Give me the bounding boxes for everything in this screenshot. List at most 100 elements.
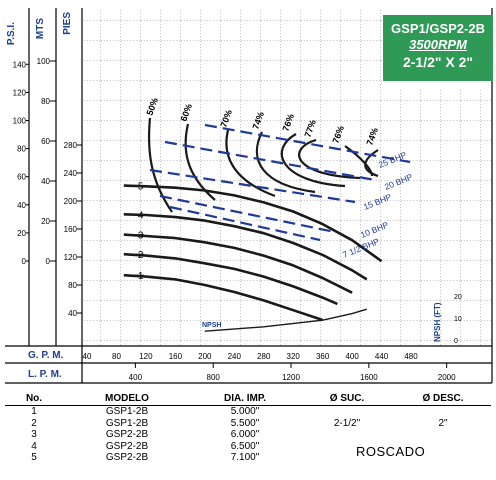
cell-no: 1 [31, 406, 37, 418]
psi-axis-label: P.S.I. [6, 22, 17, 45]
npsh-axis-label: NPSH (FT) [433, 302, 442, 342]
psi-tick-label: 60 [17, 173, 26, 182]
bhp-line [159, 194, 336, 234]
npsh-curve [204, 308, 368, 332]
table-row: 4 GSP2-2B 6.500" [5, 441, 491, 453]
lpm-tick-label: 2000 [438, 373, 456, 382]
gpm-tick-label: 200 [198, 352, 212, 361]
pies-tick-label: 120 [64, 253, 78, 262]
cell-model: GSP1-2B [105, 417, 149, 429]
gpm-tick-label: 40 [83, 352, 92, 361]
efficiency-line [280, 133, 346, 188]
cell-no: 4 [31, 440, 37, 452]
badge-size: 2-1/2" X 2" [402, 54, 474, 70]
head-curve-5 [123, 184, 383, 263]
curve-label-5: 5 [138, 182, 144, 193]
pump-curve-chart: P.S.I. MTS PIES G. P. M. L. P. M. NPSH (FT) 0… [5, 8, 493, 384]
gpm-tick-label: 320 [287, 352, 301, 361]
gpm-axis-label: G. P. M. [28, 350, 64, 361]
cell-dia: 6.500" [230, 440, 260, 452]
header-no: No. [5, 392, 63, 406]
npsh-tick-label: 0 [454, 338, 458, 345]
efficiency-line [225, 129, 276, 198]
pies-tick-label: 200 [64, 197, 78, 206]
bhp-line [204, 123, 411, 164]
pies-axis-label: PIES [62, 12, 73, 35]
curve-label-1: 1 [138, 271, 144, 282]
mts-tick-label: 0 [46, 257, 51, 266]
cell-no: 2 [31, 417, 37, 429]
header-modelo: MODELO [63, 392, 191, 406]
cell-model: GSP2-2B [105, 440, 149, 452]
cell-suc: 2-1/2" [333, 417, 361, 429]
cell-model: GSP2-2B [105, 429, 149, 441]
mts-tick-label: 20 [41, 217, 50, 226]
model-table: No. MODELO DIA. IMP. Ø SUC. Ø DESC. 1 GS… [5, 392, 491, 464]
mts-axis-label: MTS [35, 18, 46, 39]
badge-rpm: 3500RPM [409, 37, 467, 52]
psi-tick-label: 40 [17, 201, 26, 210]
model-badge: GSP1/GSP2-2B 3500RPM 2-1/2" X 2" [383, 15, 493, 81]
efficiency-line [184, 123, 216, 201]
head-curve-4 [123, 213, 368, 281]
cell-dia: 5.500" [230, 417, 260, 429]
efficiency-line [298, 138, 361, 180]
connection-type: ROSCADO [356, 444, 426, 459]
table-row: 2 GSP1-2B 5.500" [5, 418, 491, 430]
gpm-tick-label: 280 [257, 352, 271, 361]
table-row: 5 GSP2-2B 7.100" [5, 452, 491, 464]
head-curve-2 [123, 252, 338, 306]
pies-tick-label: 160 [64, 225, 78, 234]
plot-grid [82, 8, 382, 346]
psi-tick-label: 20 [17, 229, 26, 238]
gpm-tick-label: 240 [228, 352, 242, 361]
cell-model: GSP1-2B [105, 406, 149, 418]
table-row: 1 GSP1-2B 5.000" 2-1/2" 2" [5, 406, 491, 429]
curve-label-3: 3 [138, 231, 144, 242]
npsh-tick-label: 10 [454, 316, 462, 323]
pies-tick-label: 240 [64, 169, 78, 178]
gpm-tick-label: 480 [404, 352, 418, 361]
head-curve-1 [123, 273, 324, 322]
lpm-tick-label: 1200 [282, 373, 300, 382]
header-desc: Ø DESC. [395, 392, 491, 406]
cell-dia: 5.000" [230, 406, 260, 418]
gpm-tick-label: 80 [112, 352, 121, 361]
cell-dia: 7.100" [230, 452, 260, 464]
gpm-tick-label: 360 [316, 352, 330, 361]
pies-tick-label: 280 [64, 141, 78, 150]
badge-model: GSP1/GSP2-2B [391, 21, 485, 36]
curve-label-2: 2 [138, 250, 144, 261]
bhp-line [169, 205, 321, 242]
psi-tick-label: 0 [22, 257, 27, 266]
bhp-line [149, 168, 356, 204]
cell-no: 3 [31, 429, 37, 441]
mts-tick-label: 60 [41, 137, 50, 146]
efficiency-line [255, 131, 316, 194]
lpm-tick-label: 800 [207, 373, 221, 382]
npsh-curve-label: NPSH [202, 322, 221, 329]
psi-tick-label: 100 [13, 117, 27, 126]
cell-desc: 2" [438, 417, 448, 429]
pies-tick-label: 80 [68, 281, 77, 290]
lpm-tick-label: 1600 [360, 373, 378, 382]
gpm-tick-label: 120 [139, 352, 153, 361]
gpm-tick-label: 440 [375, 352, 389, 361]
mts-tick-label: 40 [41, 177, 50, 186]
lpm-axis-label: L. P. M. [28, 369, 62, 380]
cell-dia: 6.000" [230, 429, 260, 441]
cell-no: 5 [31, 452, 37, 464]
header-suc: Ø SUC. [299, 392, 395, 406]
efficiency-line [364, 149, 379, 178]
npsh-tick-label: 20 [454, 294, 462, 301]
psi-tick-label: 140 [13, 60, 27, 69]
gpm-tick-label: 400 [345, 352, 359, 361]
gpm-tick-label: 160 [169, 352, 183, 361]
table-row: 3 GSP2-2B 6.000" [5, 429, 491, 441]
cell-model: GSP2-2B [105, 452, 149, 464]
efficiency-line [147, 117, 173, 213]
mts-tick-label: 100 [37, 57, 51, 66]
table-header-row: No. MODELO DIA. IMP. Ø SUC. Ø DESC. [5, 392, 491, 406]
mts-tick-label: 80 [41, 97, 50, 106]
header-dia: DIA. IMP. [191, 392, 299, 406]
